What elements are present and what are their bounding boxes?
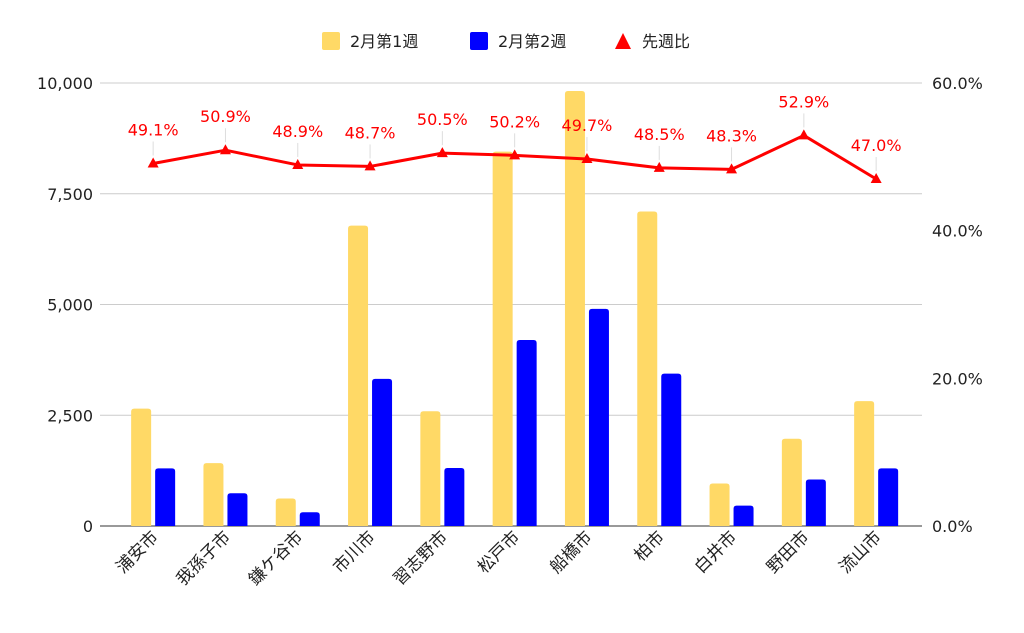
bar-week1 (492, 151, 513, 527)
x-category-label: 流山市 (835, 527, 885, 577)
ratio-marker (147, 157, 159, 168)
bar-week2 (444, 467, 465, 526)
bar-week2 (661, 373, 682, 526)
legend-label: 先週比 (642, 32, 690, 51)
ratio-data-label: 50.2% (489, 112, 540, 131)
ratio-data-label: 50.9% (200, 107, 251, 126)
ratio-marker (653, 161, 665, 172)
x-category-label: 白井市 (691, 527, 741, 577)
bars (131, 90, 899, 527)
bar-week1 (781, 438, 802, 526)
bar-week1 (348, 225, 369, 526)
x-category-label: 船橋市 (546, 527, 596, 577)
ratio-data-label: 48.9% (272, 122, 323, 141)
x-category-label: 浦安市 (112, 527, 162, 577)
bar-week1 (131, 408, 152, 526)
bar-week2 (155, 468, 176, 526)
x-category-label: 松戸市 (474, 527, 524, 577)
ratio-data-label: 48.3% (706, 126, 757, 145)
bar-week2 (588, 308, 609, 526)
bar-week1 (709, 483, 730, 526)
left-axis: 0 2,500 5,000 7,500 10,000 (37, 74, 93, 536)
y-left-tick-label: 2,500 (47, 406, 93, 425)
right-axis: 0.0% 20.0% 40.0% 60.0% (932, 74, 983, 536)
ratio-marker (581, 153, 593, 164)
ratio-data-label: 50.5% (417, 110, 468, 129)
legend-swatch-week1 (322, 32, 340, 50)
y-left-tick-label: 0 (83, 517, 93, 536)
x-axis: 浦安市 我孫子市 鎌ケ谷市 市川市 習志野市 松戸市 船橋市 柏市 白井市 野田市 流山市 (112, 527, 885, 589)
bar-week1 (420, 411, 441, 526)
x-category-label: 習志野市 (390, 527, 452, 589)
bar-week2 (516, 339, 537, 526)
x-category-label: 鎌ケ谷市 (245, 527, 307, 589)
x-category-label: 市川市 (329, 527, 379, 577)
ratio-line: 49.1% 50.9% 48.9% 48.7% 50.5% 50.2% 49.7% 48.5%… (128, 92, 902, 183)
bar-week1 (203, 463, 224, 526)
ratio-data-label: 48.7% (345, 123, 396, 142)
y-left-tick-label: 7,500 (47, 185, 93, 204)
bar-week2 (299, 512, 320, 526)
legend-swatch-week2 (470, 32, 488, 50)
x-category-label: 柏市 (631, 527, 669, 565)
legend-swatch-ratio (615, 33, 631, 49)
y-left-tick-label: 10,000 (37, 74, 93, 93)
ratio-data-label: 49.1% (128, 120, 179, 139)
bar-week1 (564, 90, 585, 526)
y-right-tick-label: 60.0% (932, 74, 983, 93)
y-right-tick-label: 20.0% (932, 369, 983, 388)
ratio-data-label: 52.9% (778, 92, 829, 111)
legend: 2月第1週 2月第2週 先週比 (322, 32, 690, 51)
ratio-marker (509, 149, 521, 160)
legend-label: 2月第1週 (350, 32, 418, 51)
ratio-marker (870, 172, 882, 183)
x-category-label: 我孫子市 (173, 527, 235, 589)
bar-week1 (637, 211, 658, 526)
x-category-label: 野田市 (763, 527, 813, 577)
ratio-marker (436, 147, 448, 158)
bar-week2 (805, 479, 826, 526)
ratio-marker (292, 158, 304, 169)
bar-week2 (227, 493, 248, 526)
ratio-marker (219, 144, 231, 155)
bar-week2 (372, 378, 393, 526)
ratio-data-label: 48.5% (634, 125, 685, 144)
y-right-tick-label: 40.0% (932, 222, 983, 241)
bar-week1 (275, 498, 296, 526)
ratio-marker (798, 129, 810, 140)
legend-label: 2月第2週 (498, 32, 566, 51)
bar-week2 (733, 505, 754, 526)
y-left-tick-label: 5,000 (47, 296, 93, 315)
ratio-data-label: 49.7% (562, 116, 613, 135)
bar-week1 (854, 401, 875, 526)
y-right-tick-label: 0.0% (932, 517, 973, 536)
bar-week2 (878, 468, 899, 526)
ratio-data-label: 47.0% (851, 136, 902, 155)
ratio-marker (364, 160, 376, 171)
ratio-marker (726, 163, 738, 174)
